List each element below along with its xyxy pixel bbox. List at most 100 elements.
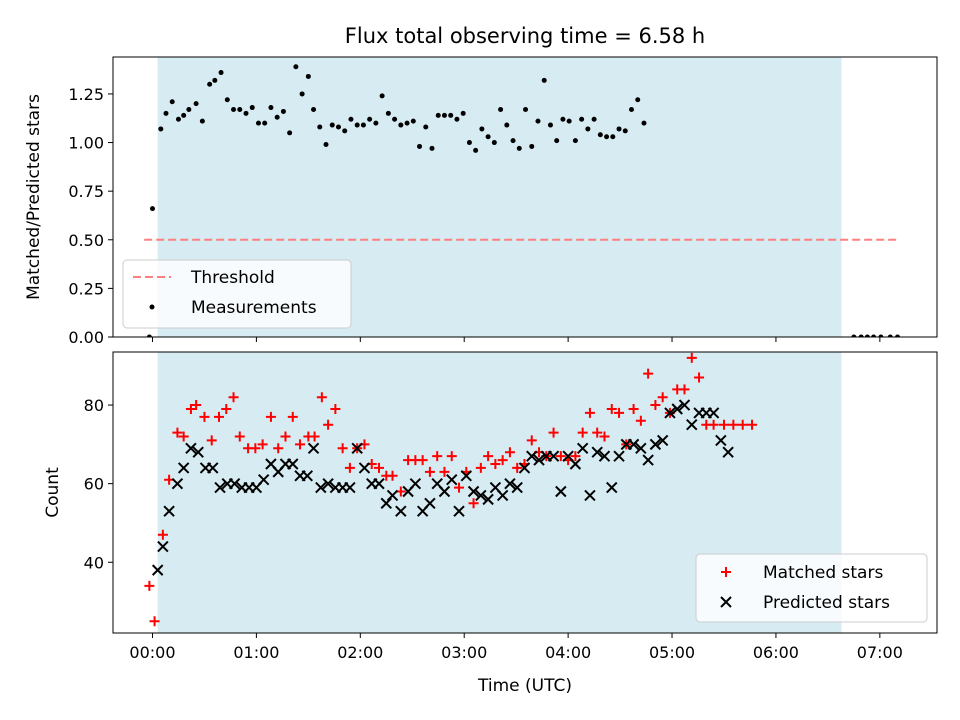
- predicted-star-point: [598, 450, 611, 462]
- y-tick-label: 0.00: [68, 328, 104, 347]
- measurement-point: [466, 140, 472, 146]
- measurement-point: [329, 122, 335, 128]
- measurement-point: [871, 334, 877, 337]
- predicted-star-point: [678, 399, 691, 411]
- matched-star-point: [330, 403, 341, 414]
- measurement-point: [410, 118, 416, 124]
- predicted-star-point: [656, 434, 669, 447]
- matched-star-point: [555, 451, 566, 462]
- predicted-star-point: [307, 442, 320, 454]
- measurement-point: [448, 112, 454, 118]
- measurement-point: [354, 122, 360, 128]
- predicted-star-point: [446, 474, 458, 486]
- matched-star-point: [526, 435, 537, 446]
- matched-star-point: [439, 466, 450, 477]
- x-axis-label: Time (UTC): [477, 676, 572, 696]
- measurement-point: [616, 126, 622, 132]
- matched-star-point: [592, 427, 603, 438]
- measurement-point: [585, 126, 591, 132]
- predicted-star-point: [686, 418, 698, 431]
- measurement-point: [535, 118, 541, 124]
- predicted-star-point: [373, 477, 385, 490]
- measurement-point: [280, 108, 286, 114]
- matched-star-point: [213, 411, 224, 422]
- predicted-star-point: [177, 462, 190, 474]
- predicted-star-point: [635, 442, 647, 454]
- measurement-point: [851, 334, 857, 337]
- matched-star-point: [280, 431, 291, 442]
- predicted-star-point: [358, 462, 371, 474]
- matched-star-point: [504, 447, 515, 458]
- predicted-star-point: [627, 438, 640, 451]
- matched-star-point: [599, 431, 610, 442]
- measurement-point: [541, 77, 547, 83]
- matched-star-point: [250, 443, 261, 454]
- predicted-star-point: [424, 497, 436, 510]
- measurement-point: [274, 114, 280, 120]
- measurement-point: [604, 134, 610, 140]
- predicted-star-point: [482, 493, 494, 506]
- matched-star-point: [287, 411, 298, 422]
- measurement-point: [317, 124, 323, 130]
- predicted-star-point: [511, 481, 523, 494]
- predicted-star-point: [460, 470, 472, 482]
- measurement-point: [163, 110, 169, 116]
- matched-star-point: [686, 352, 697, 363]
- measurement-point: [454, 116, 460, 122]
- matched-star-point: [417, 455, 428, 466]
- x-tick-label: 02:00: [337, 643, 383, 662]
- measurement-point: [504, 122, 510, 128]
- measurement-point: [231, 107, 237, 112]
- predicted-star-point: [664, 407, 676, 419]
- matched-star-point: [228, 392, 239, 403]
- matched-star-point: [614, 407, 625, 418]
- measurement-point: [186, 107, 192, 112]
- measurement-point: [224, 97, 230, 103]
- measurement-point: [385, 110, 391, 116]
- matched-star-point: [657, 392, 668, 403]
- measurement-point: [523, 107, 529, 112]
- matched-star-point: [387, 470, 398, 481]
- measurement-point: [895, 334, 901, 337]
- matched-star-point: [584, 407, 595, 418]
- matched-star-point: [157, 529, 168, 540]
- measurement-point: [641, 120, 647, 126]
- predicted-star-point: [707, 407, 720, 419]
- predicted-star-point: [315, 481, 327, 494]
- measurement-point: [268, 105, 274, 111]
- predicted-star-point: [642, 454, 654, 466]
- y-tick-label: 0.75: [68, 182, 104, 201]
- measurement-point: [360, 122, 366, 128]
- measurement-point: [193, 101, 199, 107]
- matched-star-point: [454, 482, 465, 493]
- measurement-point: [212, 77, 218, 83]
- predicted-star-point: [192, 446, 204, 458]
- predicted-star-point: [157, 540, 169, 553]
- matched-star-point: [606, 403, 617, 414]
- predicted-star-point: [163, 505, 175, 517]
- predicted-star-point: [649, 438, 662, 451]
- legend-predicted-swatch: [720, 596, 732, 608]
- y-axis-label: Count: [43, 467, 63, 518]
- measurement-point: [218, 70, 224, 76]
- matched-star-point: [234, 431, 245, 442]
- matched-star-point: [737, 419, 748, 430]
- matched-star-point: [172, 427, 183, 438]
- bottom-panel: 40 60 80 00:00 01:00 02:00 03:00 04:00 05:00 06:0…: [43, 351, 938, 696]
- y-tick-label: 80: [84, 396, 104, 415]
- measurement-point: [887, 334, 893, 337]
- measurement-point: [367, 116, 373, 122]
- matched-star-point: [144, 580, 155, 591]
- legend-measurements-swatch: [149, 304, 155, 310]
- measurement-point: [243, 110, 249, 116]
- matched-star-point: [446, 451, 457, 462]
- predicted-star-point: [438, 485, 451, 498]
- x-tick-label: 07:00: [857, 643, 903, 662]
- measurement-point: [597, 132, 603, 138]
- matched-star-point: [424, 466, 435, 477]
- matched-star-point: [323, 419, 334, 430]
- legend-box: [122, 259, 352, 329]
- predicted-star-point: [613, 450, 625, 462]
- legend-matched-label: Matched stars: [763, 563, 883, 583]
